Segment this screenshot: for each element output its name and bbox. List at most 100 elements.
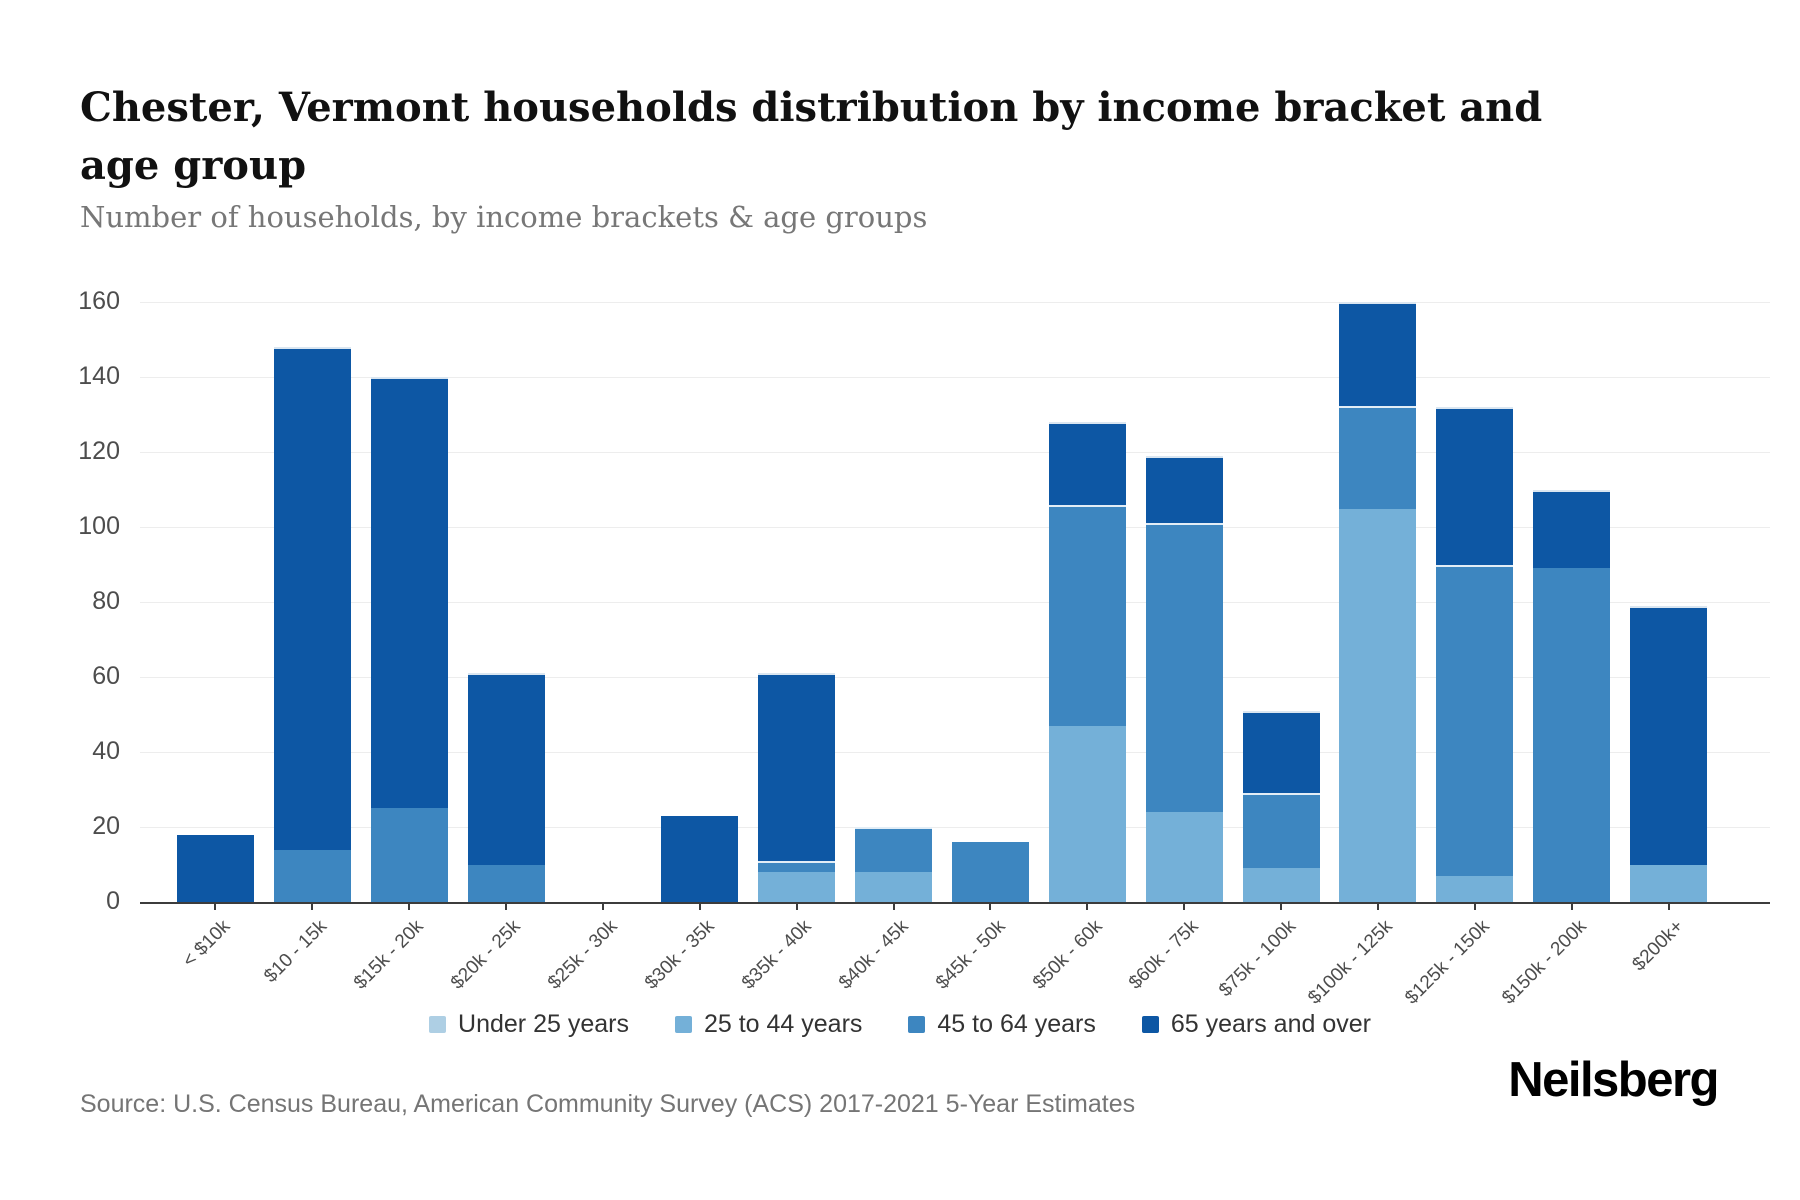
bar-segment[interactable]: [1339, 509, 1417, 902]
page-title: Chester, Vermont households distribution…: [80, 83, 1543, 189]
legend-swatch-65-over: [1141, 1016, 1159, 1033]
legend: Under 25 years 25 to 44 years 45 to 64 y…: [0, 1010, 1800, 1039]
legend-label: 65 years and over: [1170, 1010, 1371, 1038]
bar-group: [1330, 302, 1427, 902]
bar-group: [1039, 302, 1136, 902]
y-axis-tick-label: 120: [78, 437, 120, 465]
x-axis-label: $200k+: [1628, 916, 1688, 976]
grid-line: [140, 676, 1770, 678]
bar-group: [1233, 302, 1330, 902]
bar-segment[interactable]: [1048, 504, 1126, 726]
bar-segment[interactable]: [1048, 725, 1126, 902]
bar-segment[interactable]: [273, 347, 351, 850]
bar-segment[interactable]: [1145, 812, 1223, 902]
x-axis-label: $125k - 150k: [1401, 916, 1494, 1009]
bar-segment[interactable]: [855, 872, 933, 902]
x-axis-label: $75k - 100k: [1214, 916, 1300, 1002]
x-axis-tick: [1280, 902, 1283, 910]
x-axis-tick: [408, 902, 411, 910]
x-axis-tick: [795, 902, 798, 910]
x-axis-tick: [601, 902, 604, 910]
y-axis-tick-label: 140: [78, 362, 120, 390]
legend-item[interactable]: 25 to 44 years: [674, 1010, 863, 1039]
bar-segment[interactable]: [758, 872, 836, 902]
bar-segment[interactable]: [1048, 422, 1126, 505]
legend-swatch-under-25: [429, 1016, 447, 1033]
bar-group: [845, 302, 942, 902]
bar-segment[interactable]: [1339, 405, 1417, 510]
source-note: Source: U.S. Census Bureau, American Com…: [80, 1090, 1136, 1118]
x-axis-tick: [1473, 902, 1476, 910]
x-axis-label: $35k - 40k: [737, 916, 816, 994]
bar-segment[interactable]: [855, 827, 933, 872]
x-axis-label: $15k - 20k: [350, 916, 429, 994]
x-axis-tick: [1376, 902, 1379, 910]
x-axis-tick: [698, 902, 701, 910]
x-axis-tick: [505, 902, 508, 910]
legend-swatch-25-44: [674, 1016, 692, 1033]
x-axis-tick: [989, 902, 992, 910]
x-axis-label: $30k - 35k: [641, 916, 719, 994]
legend-label: 25 to 44 years: [703, 1010, 863, 1038]
bar-group: [1136, 302, 1233, 902]
bar-group: [458, 302, 555, 902]
y-axis-tick-label: 20: [92, 812, 120, 840]
bar-segment[interactable]: [1436, 407, 1514, 565]
y-axis: 0 20 40 60 80 100 120 140 160: [30, 287, 120, 915]
bar-segment[interactable]: [467, 673, 545, 865]
bar-segment[interactable]: [1630, 605, 1708, 865]
bar-segment[interactable]: [661, 815, 739, 902]
plot-area: < $10k $10 - 15k $15k - 20k $20k - 25k $25k …: [140, 301, 1770, 1009]
bar-segment[interactable]: [1145, 455, 1223, 524]
x-axis-tick: [1667, 902, 1670, 910]
bar-group: [748, 302, 845, 902]
bar-segment[interactable]: [176, 834, 254, 902]
bars-container: [167, 302, 1717, 902]
bar-segment[interactable]: [1242, 793, 1320, 869]
bar-segment[interactable]: [1145, 523, 1223, 812]
bar-segment[interactable]: [758, 673, 836, 861]
x-axis-tick: [892, 902, 895, 910]
x-axis-label: $45k - 50k: [931, 916, 1010, 994]
y-axis-tick-label: 60: [92, 662, 120, 690]
bar-segment[interactable]: [1436, 564, 1514, 876]
legend-item[interactable]: Under 25 years: [429, 1010, 629, 1039]
grid-line: [140, 751, 1770, 753]
bar-group: [555, 302, 652, 902]
bar-segment[interactable]: [467, 864, 545, 902]
bar-group: [942, 302, 1039, 902]
legend-label: 45 to 64 years: [937, 1010, 1096, 1038]
bar-segment[interactable]: [1630, 864, 1708, 902]
y-axis-tick-label: 100: [78, 512, 120, 540]
bar-group: [167, 302, 264, 902]
bar-segment[interactable]: [758, 860, 836, 872]
bar-group: [361, 302, 458, 902]
legend-item[interactable]: 45 to 64 years: [908, 1010, 1096, 1039]
x-axis-label: < $10k: [178, 916, 235, 972]
bar-segment[interactable]: [1242, 710, 1320, 794]
bar-segment[interactable]: [370, 808, 448, 902]
bar-segment[interactable]: [951, 842, 1029, 902]
bar-segment[interactable]: [273, 849, 351, 902]
page-subtitle: Number of households, by income brackets…: [80, 200, 928, 234]
x-axis-label: $100k - 125k: [1304, 916, 1397, 1009]
bar-group: [1426, 302, 1523, 902]
x-axis-tick: [1570, 902, 1573, 910]
y-axis-tick-label: 160: [78, 287, 120, 315]
bar-segment[interactable]: [1436, 875, 1514, 902]
x-axis-label: $10 - 15k: [260, 916, 332, 987]
bar-segment[interactable]: [370, 377, 448, 809]
bar-group: [1523, 302, 1620, 902]
bar-segment[interactable]: [1533, 568, 1611, 902]
legend-item[interactable]: 65 years and over: [1141, 1010, 1371, 1039]
bar-segment[interactable]: [1533, 489, 1611, 569]
grid-line: [140, 451, 1770, 453]
bar-segment[interactable]: [1242, 868, 1320, 902]
grid-line: [140, 526, 1770, 528]
bar-segment[interactable]: [1339, 302, 1417, 406]
x-axis-tick: [1086, 902, 1089, 910]
x-axis-tick: [214, 902, 217, 910]
y-axis-tick-label: 40: [92, 737, 120, 765]
bar-group: [651, 302, 748, 902]
x-axis-tick: [1183, 902, 1186, 910]
